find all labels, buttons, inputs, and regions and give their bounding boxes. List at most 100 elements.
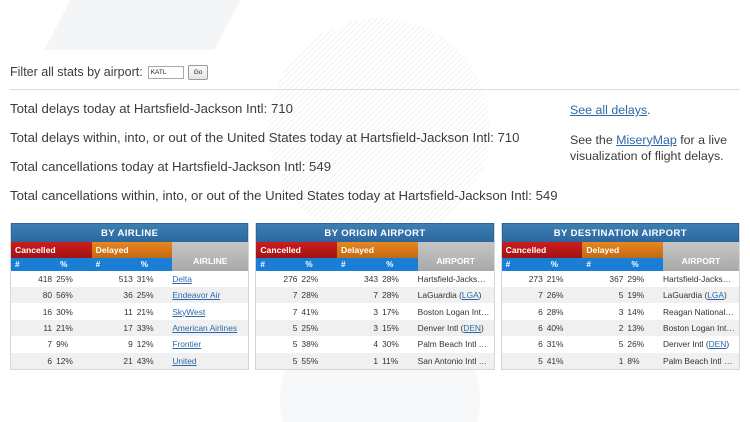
cell-cancelled-percent: 22% [301, 270, 337, 287]
cell-cancelled-percent: 28% [301, 287, 337, 304]
cell-cancelled-count: 5 [256, 352, 302, 369]
cell-cancelled-count: 273 [501, 270, 547, 287]
stats-table-card: BY ORIGIN AIRPORT Cancelled Delayed AIRPORT… [255, 222, 495, 370]
entity-link[interactable]: American Airlines [172, 322, 238, 333]
table-title: BY ORIGIN AIRPORT [256, 222, 494, 242]
cell-cancelled-count: 6 [501, 336, 547, 353]
cell-cancelled-percent: 12% [56, 352, 92, 369]
sub-header-delayed-count[interactable]: # [337, 257, 383, 271]
entity-name: LaGuardia [417, 290, 460, 301]
stats-table-card: BY DESTINATION AIRPORT Cancelled Delayed AI… [500, 222, 740, 370]
miserymap-line: See the MiseryMap for a live visualizati… [570, 132, 740, 165]
table-row: 628%314%Reagan National (DCA) [501, 303, 739, 320]
cell-entity: Frontier [172, 336, 249, 353]
cell-cancelled-percent: 30% [56, 303, 92, 320]
sub-header-cancelled-percent[interactable]: % [301, 257, 337, 271]
entity-link[interactable]: United [172, 355, 197, 366]
table-row: 80 56% 36 25% Endeavor Air [11, 287, 249, 304]
cell-cancelled-count: 6 [11, 352, 57, 369]
cell-cancelled-count: 5 [501, 352, 547, 369]
cell-delayed-count: 11 [91, 303, 137, 320]
group-header-delayed: Delayed [91, 241, 173, 258]
go-button[interactable]: Go [187, 64, 209, 80]
cell-delayed-percent: 11% [382, 352, 418, 369]
page-container: Filter all stats by airport: Go Total de… [10, 0, 740, 370]
cell-delayed-count: 17 [91, 319, 137, 337]
table-row: 538%430%Palm Beach Intl (PBI) [256, 336, 494, 353]
entity-link[interactable]: Endeavor Air [172, 290, 221, 301]
entity-link[interactable]: Frontier [172, 339, 202, 350]
cell-entity: SkyWest [172, 303, 249, 320]
stats-table: Cancelled Delayed AIRLINE #% #% 418 25% 513 31% D… [11, 241, 249, 369]
airport-filter-row: Filter all stats by airport: Go [10, 0, 740, 81]
cell-entity: Boston Logan Intl (BOS) [663, 319, 739, 337]
entity-code-paren-close: ) [724, 290, 727, 301]
stats-tables-row: BY AIRLINE Cancelled Delayed AIRLINE #% #% 418… [10, 222, 740, 370]
cell-entity: LaGuardia (LGA) [663, 287, 739, 304]
cell-delayed-percent: 30% [382, 336, 418, 353]
cell-delayed-count: 3 [582, 303, 628, 320]
airport-code-link[interactable]: DEN [463, 322, 481, 333]
sub-header-delayed-percent[interactable]: % [136, 257, 173, 271]
sub-header-delayed-percent[interactable]: % [627, 257, 663, 271]
cell-entity: Hartsfield-Jackson Intl (ATL) [663, 270, 739, 287]
group-header-delayed: Delayed [582, 241, 663, 258]
sub-header-cancelled-percent[interactable]: % [56, 257, 92, 271]
entity-name: LaGuardia [663, 290, 705, 301]
cell-delayed-count: 3 [337, 303, 383, 320]
cell-entity: American Airlines [172, 319, 249, 337]
cell-cancelled-count: 5 [256, 336, 302, 353]
cell-cancelled-count: 276 [256, 270, 302, 287]
airport-filter-input[interactable] [147, 65, 184, 79]
airport-code-link[interactable]: DEN [708, 339, 727, 350]
table-title: BY DESTINATION AIRPORT [501, 222, 739, 242]
sub-header-cancelled-count[interactable]: # [256, 257, 302, 271]
cell-delayed-count: 7 [337, 287, 383, 304]
entity-link[interactable]: SkyWest [172, 306, 206, 317]
cell-entity: Boston Logan Intl (BOS) [417, 303, 494, 320]
entity-code-paren-close: ) [478, 290, 482, 301]
stats-table: Cancelled Delayed AIRPORT #% #% 276 22% 343 28% H… [256, 241, 494, 369]
group-header-entity: AIRPORT [417, 241, 494, 271]
sub-header-delayed-percent[interactable]: % [382, 257, 418, 271]
see-all-delays-link[interactable]: See all delays [570, 103, 648, 117]
table-row: 16 30% 11 21% SkyWest [11, 303, 249, 320]
sub-header-delayed-count[interactable]: # [582, 257, 628, 271]
stat-total-cancellations-us: Total cancellations within, into, or out… [10, 188, 558, 204]
cell-cancelled-count: 6 [501, 303, 547, 320]
miserymap-link[interactable]: MiseryMap [616, 132, 677, 147]
sub-header-delayed-count[interactable]: # [91, 257, 137, 271]
cell-cancelled-percent: 26% [546, 287, 583, 304]
cell-entity: LaGuardia (LGA) [417, 287, 494, 304]
table-row: 5 25% 3 15% Denver Intl (DEN) [256, 319, 494, 337]
table-row: 741%317%Boston Logan Intl (BOS) [256, 303, 494, 320]
cell-cancelled-percent: 21% [546, 270, 583, 287]
entity-name: Palm Beach Intl [663, 355, 724, 366]
entity-name: Denver Intl [663, 339, 706, 350]
cell-delayed-percent: 26% [627, 336, 663, 353]
cell-cancelled-percent: 25% [56, 270, 92, 287]
entity-code-paren-close: ) [480, 322, 484, 333]
cell-cancelled-percent: 41% [301, 303, 337, 320]
cell-delayed-count: 5 [582, 287, 628, 304]
aside-links-column: See all delays. See the MiseryMap for a … [560, 100, 740, 205]
cell-entity: United [172, 352, 249, 369]
sub-header-cancelled-count[interactable]: # [11, 257, 57, 271]
cell-cancelled-count: 7 [11, 336, 57, 353]
cell-delayed-count: 1 [337, 352, 383, 369]
airport-code-link[interactable]: LGA [461, 290, 479, 301]
airport-code-link[interactable]: LGA [707, 290, 724, 301]
group-header-delayed: Delayed [337, 241, 418, 258]
cell-delayed-percent: 12% [136, 336, 173, 353]
entity-link[interactable]: Delta [172, 273, 192, 284]
sub-header-cancelled-count[interactable]: # [501, 257, 547, 271]
sub-header-cancelled-percent[interactable]: % [546, 257, 583, 271]
cell-delayed-count: 36 [91, 287, 137, 304]
entity-name: San Antonio Intl [417, 355, 479, 366]
entity-code-paren-close: ) [726, 339, 730, 350]
group-header-entity: AIRLINE [172, 241, 249, 271]
